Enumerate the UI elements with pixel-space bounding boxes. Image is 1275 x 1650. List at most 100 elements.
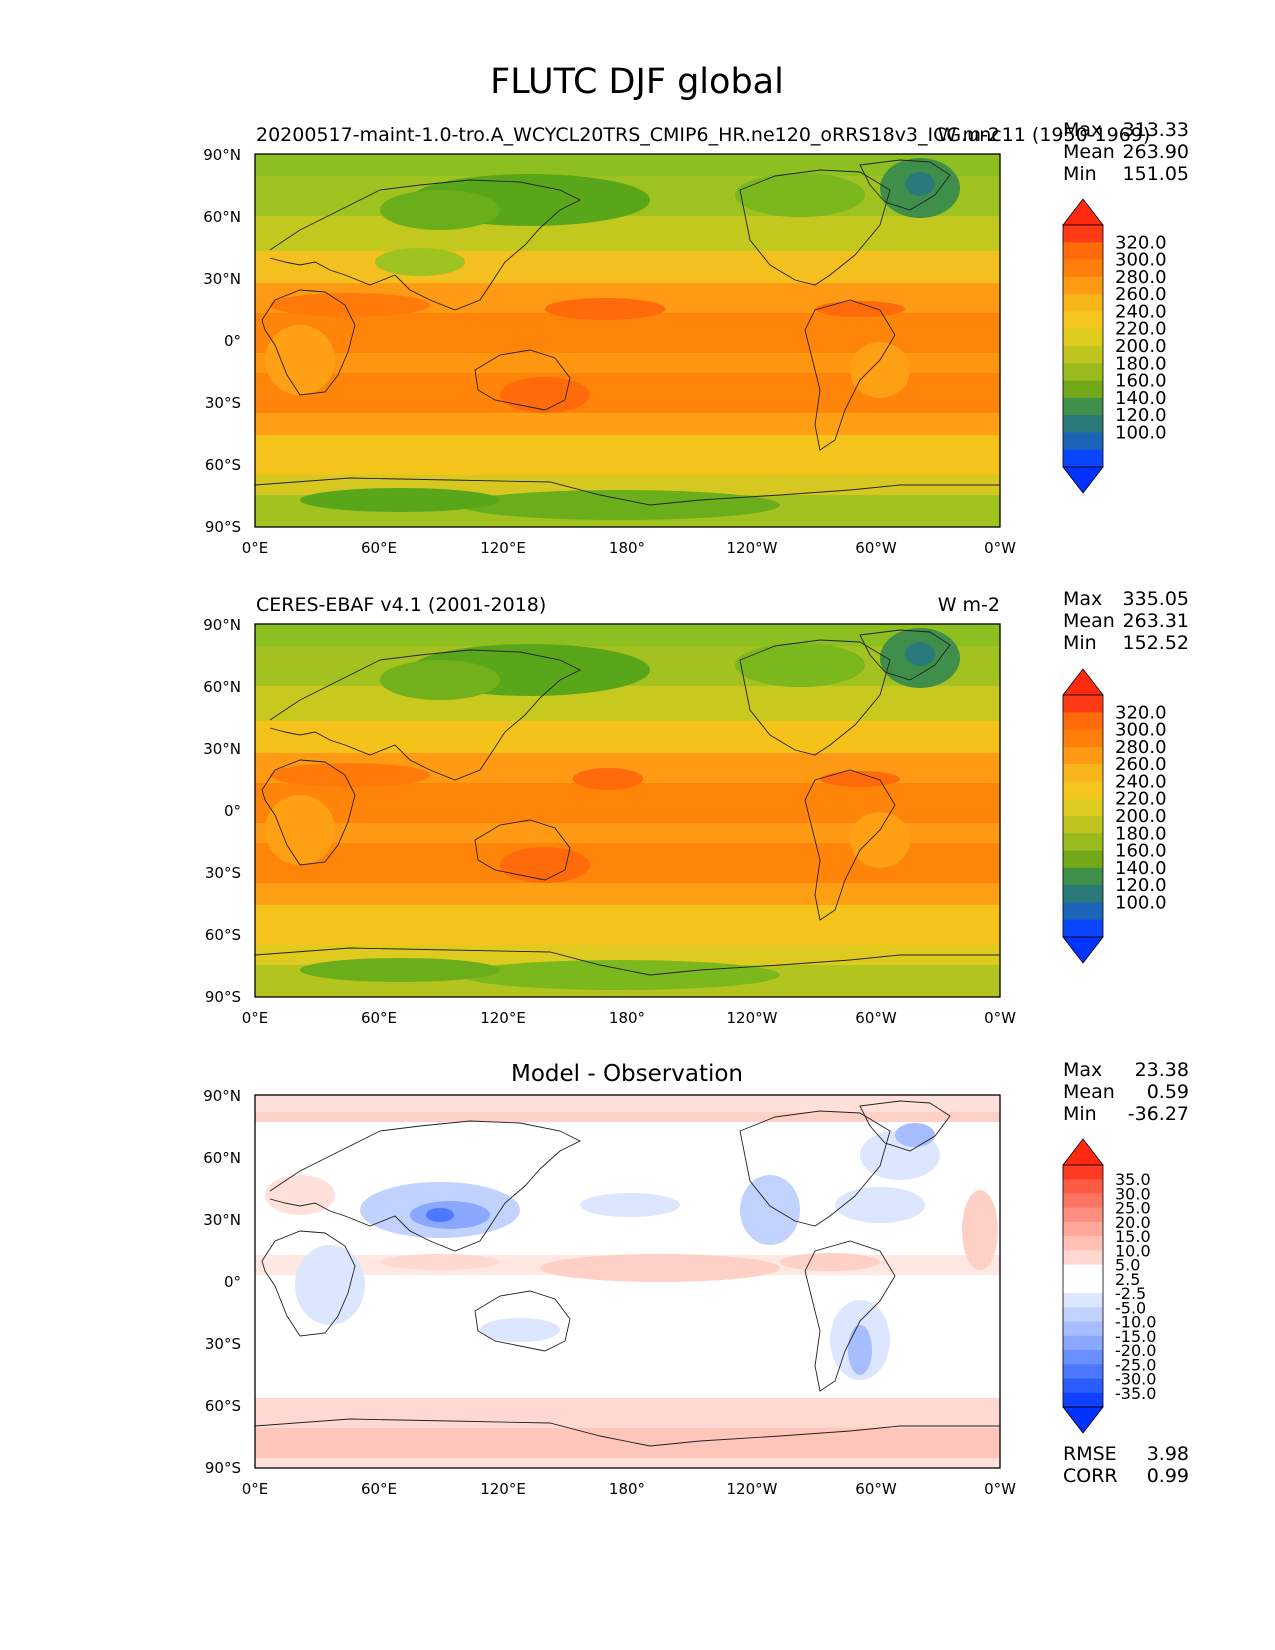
lat-tick-label: 60°S	[205, 1397, 241, 1415]
colorbar-tick-label: 10.0	[1115, 1241, 1151, 1260]
lat-tick-label: 0°	[224, 1273, 241, 1291]
lon-tick-label: 60°W	[855, 539, 897, 557]
colorbar-swatch	[1063, 1179, 1103, 1195]
lat-tick-label: 0°	[224, 802, 241, 820]
colorbar-swatch	[1063, 225, 1103, 243]
lat-tick-label: 90°S	[205, 988, 241, 1006]
colorbar-extend-min	[1062, 466, 1104, 494]
colorbar-extend-min	[1062, 936, 1104, 964]
lon-tick-label: 120°E	[480, 539, 526, 557]
lat-tick-label: 30°N	[203, 1211, 241, 1229]
colorbar-extend-max	[1062, 198, 1104, 226]
colorbar: 320.0300.0280.0260.0240.0220.0200.0180.0…	[1062, 198, 1167, 494]
colorbar-swatch	[1063, 1378, 1103, 1394]
stats-block: Max 335.05 Mean 263.31 Min 152.52	[1063, 588, 1189, 654]
stat-label: Max	[1063, 588, 1102, 610]
colorbar-tick-label: 280.0	[1115, 267, 1167, 288]
lon-tick-label: 60°W	[855, 1480, 897, 1498]
corr-value: 0.99	[1147, 1465, 1189, 1487]
lat-tick-labels: 90°N 60°N 30°N 0° 30°S 60°S 90°S	[203, 146, 241, 536]
colorbar-tick-label: 260.0	[1115, 284, 1167, 305]
stats-block: Max 23.38 Mean 0.59 Min -36.27	[1063, 1059, 1189, 1125]
colorbar-tick-label: 180.0	[1115, 353, 1167, 374]
colorbar-swatch	[1063, 363, 1103, 382]
colorbar-swatch	[1063, 1335, 1103, 1351]
lat-tick-label: 30°N	[203, 270, 241, 288]
lon-tick-labels: 0°E 60°E 120°E 180° 120°W 60°W 0°W	[242, 1480, 1016, 1498]
colorbar-swatch	[1063, 902, 1103, 921]
panel-title-left: CERES-EBAF v4.1 (2001-2018)	[256, 594, 546, 616]
colorbar-tick-label: 240.0	[1115, 301, 1167, 322]
colorbar-swatch	[1063, 328, 1103, 347]
colorbar: 320.0300.0280.0260.0240.0220.0200.0180.0…	[1062, 668, 1167, 964]
colorbar-swatch	[1063, 1264, 1103, 1280]
lon-tick-labels: 0°E 60°E 120°E 180° 120°W 60°W 0°W	[242, 539, 1016, 557]
colorbar-tick-label: 280.0	[1115, 737, 1167, 758]
colorbar-tick-label: 140.0	[1115, 858, 1167, 879]
colorbar-swatch	[1063, 1193, 1103, 1209]
colorbar-tick-label: 220.0	[1115, 789, 1167, 810]
lat-tick-label: 30°S	[205, 1335, 241, 1353]
stats-block: Max 313.33 Mean 263.90 Min 151.05	[1063, 119, 1189, 185]
lon-tick-label: 180°	[609, 539, 645, 557]
colorbar-swatch	[1063, 1364, 1103, 1380]
lat-tick-label: 0°	[224, 332, 241, 350]
map-frame	[254, 623, 1001, 998]
colorbar-tick-label: 200.0	[1115, 336, 1167, 357]
colorbar-frame	[1062, 694, 1104, 938]
colorbar-tick-label: 200.0	[1115, 806, 1167, 827]
lon-tick-labels: 0°E 60°E 120°E 180° 120°W 60°W 0°W	[242, 1009, 1016, 1027]
colorbar-tick-label: -30.0	[1115, 1370, 1156, 1389]
colorbar-tick-label: 300.0	[1115, 720, 1167, 741]
colorbar-swatch	[1063, 397, 1103, 416]
colorbar-swatch	[1063, 294, 1103, 313]
coastlines	[255, 1100, 1000, 1447]
stat-value: 151.05	[1123, 163, 1189, 185]
lat-tick-label: 60°N	[203, 678, 241, 696]
lat-tick-label: 60°S	[205, 926, 241, 944]
lon-tick-label: 60°E	[361, 1480, 397, 1498]
lat-tick-label: 60°N	[203, 208, 241, 226]
panel-test: 20200517-maint-1.0-tro.A_WCYCL20TRS_CMIP…	[203, 119, 1189, 557]
colorbar-tick-label: -35.0	[1115, 1384, 1156, 1403]
colorbar-tick-label: 260.0	[1115, 754, 1167, 775]
stat-value: 263.90	[1123, 141, 1189, 163]
panel-difference: Model - Observation	[203, 1059, 1189, 1498]
colorbar-swatch	[1063, 729, 1103, 748]
map-frame	[254, 153, 1001, 528]
colorbar-swatch	[1063, 764, 1103, 783]
colorbar-tick-label: -10.0	[1115, 1313, 1156, 1332]
lat-tick-label: 90°S	[205, 518, 241, 536]
colorbar-frame	[1062, 1164, 1104, 1408]
lon-tick-label: 0°W	[984, 539, 1016, 557]
lon-tick-label: 0°E	[242, 539, 269, 557]
lon-tick-label: 120°E	[480, 1009, 526, 1027]
colorbar-swatch	[1063, 432, 1103, 451]
lon-tick-label: 0°E	[242, 1009, 269, 1027]
lat-tick-labels: 90°N 60°N 30°N 0° 30°S 60°S 90°S	[203, 616, 241, 1006]
lat-tick-label: 30°S	[205, 394, 241, 412]
colorbar-tick-label: 240.0	[1115, 771, 1167, 792]
colorbar-tick-label: 300.0	[1115, 250, 1167, 271]
lat-tick-label: 90°N	[203, 1087, 241, 1105]
panel-title-right: W m-2	[938, 594, 1000, 616]
colorbar-swatch	[1063, 867, 1103, 886]
lat-tick-label: 90°S	[205, 1459, 241, 1477]
colorbar-swatch	[1063, 276, 1103, 295]
colorbar-tick-label: 140.0	[1115, 388, 1167, 409]
lon-tick-label: 60°E	[361, 1009, 397, 1027]
colorbar-tick-label: 100.0	[1115, 422, 1167, 443]
lon-tick-label: 120°E	[480, 1480, 526, 1498]
lon-tick-label: 0°E	[242, 1480, 269, 1498]
colorbar-tick-label: 30.0	[1115, 1184, 1151, 1203]
lon-tick-label: 120°W	[727, 539, 778, 557]
colorbar-swatch	[1063, 311, 1103, 330]
colorbar-tick-label: 35.0	[1115, 1170, 1151, 1189]
coastlines	[255, 629, 1000, 976]
map-field	[255, 624, 1000, 997]
colorbar-tick-label: 320.0	[1115, 702, 1167, 723]
map-frame	[254, 1094, 1001, 1469]
stat-label: Min	[1063, 632, 1097, 654]
colorbar-swatch	[1063, 259, 1103, 278]
